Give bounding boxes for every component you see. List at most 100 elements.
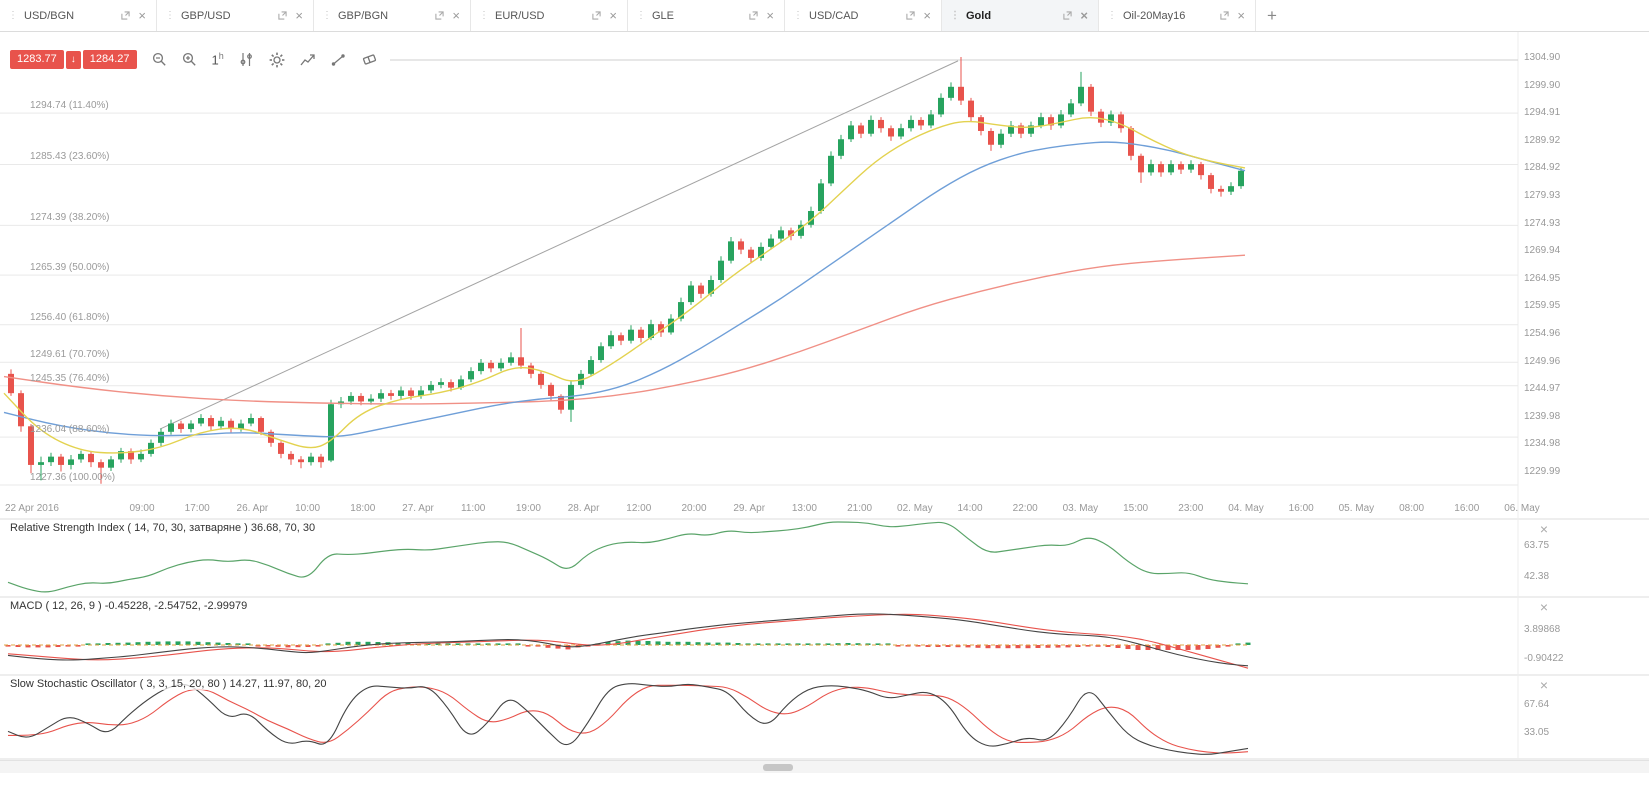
stoch-axis-label: 33.05 bbox=[1524, 727, 1550, 738]
zoom-out-button[interactable] bbox=[152, 52, 167, 67]
price-axis-label: 1279.93 bbox=[1524, 190, 1561, 201]
tab-popout-icon[interactable] bbox=[1063, 11, 1073, 20]
tab-close-icon[interactable]: × bbox=[766, 8, 774, 23]
fib-level-label: 1227.36 (100.00%) bbox=[30, 472, 116, 484]
tab-popout-icon[interactable] bbox=[906, 11, 916, 20]
drawing-tools-button[interactable] bbox=[331, 53, 346, 67]
price-axis-label: 1289.92 bbox=[1524, 134, 1561, 146]
tab-close-icon[interactable]: × bbox=[452, 8, 460, 23]
tab-grip-icon: ⋮ bbox=[636, 9, 646, 21]
trend-up-icon bbox=[300, 53, 315, 65]
macd-title: MACD ( 12, 26, 9 ) -0.45228, -2.54752, -… bbox=[8, 600, 250, 612]
time-axis-label: 12:00 bbox=[626, 503, 652, 514]
horizontal-scrollbar[interactable] bbox=[0, 760, 1649, 773]
tab-close-icon[interactable]: × bbox=[295, 8, 303, 23]
time-axis-label: 13:00 bbox=[791, 503, 817, 514]
tab-gle[interactable]: ⋮ GLE × bbox=[628, 0, 785, 31]
fib-level-label: 1245.35 (76.40%) bbox=[30, 372, 110, 384]
tab-popout-icon[interactable] bbox=[592, 11, 602, 20]
tab-usd-cad[interactable]: ⋮ USD/CAD × bbox=[785, 0, 942, 31]
tab-oil-20may16[interactable]: ⋮ Oil-20May16 × bbox=[1099, 0, 1256, 31]
stoch-close-button[interactable]: × bbox=[1539, 677, 1549, 693]
time-axis-label: 29. Apr bbox=[733, 503, 766, 514]
fib-level-label: 1294.74 (11.40%) bbox=[30, 100, 109, 112]
time-axis-label: 05. May bbox=[1338, 503, 1375, 514]
time-axis-label: 08:00 bbox=[1399, 503, 1425, 514]
time-axis-label: 19:00 bbox=[515, 503, 541, 514]
indicators-button[interactable] bbox=[300, 53, 316, 67]
tab-label: Oil-20May16 bbox=[1123, 9, 1186, 22]
tab-grip-icon: ⋮ bbox=[793, 9, 803, 21]
tab-grip-icon: ⋮ bbox=[322, 9, 332, 21]
chart-style-button[interactable] bbox=[239, 52, 254, 67]
zoom-in-icon bbox=[182, 52, 196, 66]
tab-close-icon[interactable]: × bbox=[1237, 8, 1245, 23]
time-axis-label: 21:00 bbox=[847, 503, 873, 514]
tab-gbp-usd[interactable]: ⋮ GBP/USD × bbox=[157, 0, 314, 31]
zoom-in-button[interactable] bbox=[182, 52, 197, 67]
ask-button[interactable]: 1284.27 bbox=[82, 50, 137, 69]
price-axis-label: 1234.98 bbox=[1524, 438, 1561, 450]
time-axis-label: 22 Apr 2016 bbox=[5, 503, 59, 514]
tab-label: GBP/USD bbox=[181, 9, 231, 22]
tab-grip-icon: ⋮ bbox=[950, 9, 960, 21]
time-axis-label: 16:00 bbox=[1288, 503, 1314, 514]
tab-label: USD/CAD bbox=[809, 9, 859, 22]
rsi-close-button[interactable]: × bbox=[1539, 521, 1549, 537]
price-axis-label: 1229.99 bbox=[1524, 466, 1561, 477]
fib-level-label: 1236.04 (88.60%) bbox=[30, 424, 110, 436]
chart-style-icon bbox=[240, 53, 252, 66]
price-axis-label: 1269.94 bbox=[1524, 245, 1561, 257]
gear-icon bbox=[269, 52, 285, 67]
fib-level-label: 1285.43 (23.60%) bbox=[30, 151, 110, 163]
price-axis-label: 1284.92 bbox=[1524, 162, 1561, 174]
tab-grip-icon: ⋮ bbox=[165, 9, 175, 21]
add-tab-button[interactable]: + bbox=[1267, 5, 1277, 25]
price-axis-label: 1304.90 bbox=[1524, 52, 1561, 63]
bid-button[interactable]: 1283.77 bbox=[10, 50, 64, 69]
time-axis-label: 26. Apr bbox=[236, 503, 269, 514]
rsi-title: Relative Strength Index ( 14, 70, 30, за… bbox=[8, 522, 318, 534]
time-axis-label: 27. Apr bbox=[402, 503, 434, 514]
trendline-tool-icon bbox=[331, 53, 345, 66]
tab-close-icon[interactable]: × bbox=[138, 8, 146, 23]
macd-close-button[interactable]: × bbox=[1539, 599, 1549, 615]
fib-level-label: 1256.40 (61.80%) bbox=[30, 311, 110, 323]
macd-axis-label: 3.89868 bbox=[1524, 624, 1561, 635]
zoom-out-icon bbox=[152, 52, 166, 66]
timeframe-value: 1 bbox=[211, 52, 219, 68]
tab-popout-icon[interactable] bbox=[1220, 11, 1230, 20]
tab-eur-usd[interactable]: ⋮ EUR/USD × bbox=[471, 0, 628, 31]
price-axis-label: 1244.97 bbox=[1524, 383, 1561, 395]
time-axis-label: 03. May bbox=[1062, 503, 1099, 514]
timeframe-button[interactable]: 1h bbox=[212, 51, 224, 67]
tab-label: GLE bbox=[652, 9, 675, 22]
price-axis-label: 1294.91 bbox=[1524, 107, 1561, 119]
fib-level-label: 1249.61 (70.70%) bbox=[30, 349, 110, 361]
time-axis-label: 20:00 bbox=[681, 503, 707, 514]
tab-close-icon[interactable]: × bbox=[609, 8, 617, 23]
time-axis-label: 10:00 bbox=[295, 503, 321, 514]
tab-popout-icon[interactable] bbox=[749, 11, 759, 20]
tab-close-icon[interactable]: × bbox=[923, 8, 931, 23]
tab-close-icon[interactable]: × bbox=[1080, 8, 1088, 23]
settings-button[interactable] bbox=[269, 52, 285, 68]
tab-gbp-bgn[interactable]: ⋮ GBP/BGN × bbox=[314, 0, 471, 31]
eraser-button[interactable] bbox=[361, 52, 378, 67]
rsi-axis-label: 42.38 bbox=[1524, 571, 1550, 582]
tab-grip-icon: ⋮ bbox=[1107, 9, 1117, 21]
time-axis-label: 22:00 bbox=[1012, 503, 1038, 514]
scrollbar-handle[interactable] bbox=[763, 764, 793, 771]
tab-popout-icon[interactable] bbox=[435, 11, 445, 20]
tab-popout-icon[interactable] bbox=[121, 11, 131, 20]
tab-gold[interactable]: ⋮ Gold × bbox=[942, 0, 1099, 31]
tab-grip-icon: ⋮ bbox=[479, 9, 489, 21]
price-axis-label: 1259.95 bbox=[1524, 300, 1561, 312]
price-axis-label: 1249.96 bbox=[1524, 355, 1561, 367]
tab-label: Gold bbox=[966, 9, 992, 22]
tab-popout-icon[interactable] bbox=[278, 11, 288, 20]
price-axis-label: 1299.90 bbox=[1524, 79, 1561, 91]
time-axis-label: 17:00 bbox=[184, 503, 210, 514]
tab-usd-bgn[interactable]: ⋮ USD/BGN × bbox=[0, 0, 157, 31]
